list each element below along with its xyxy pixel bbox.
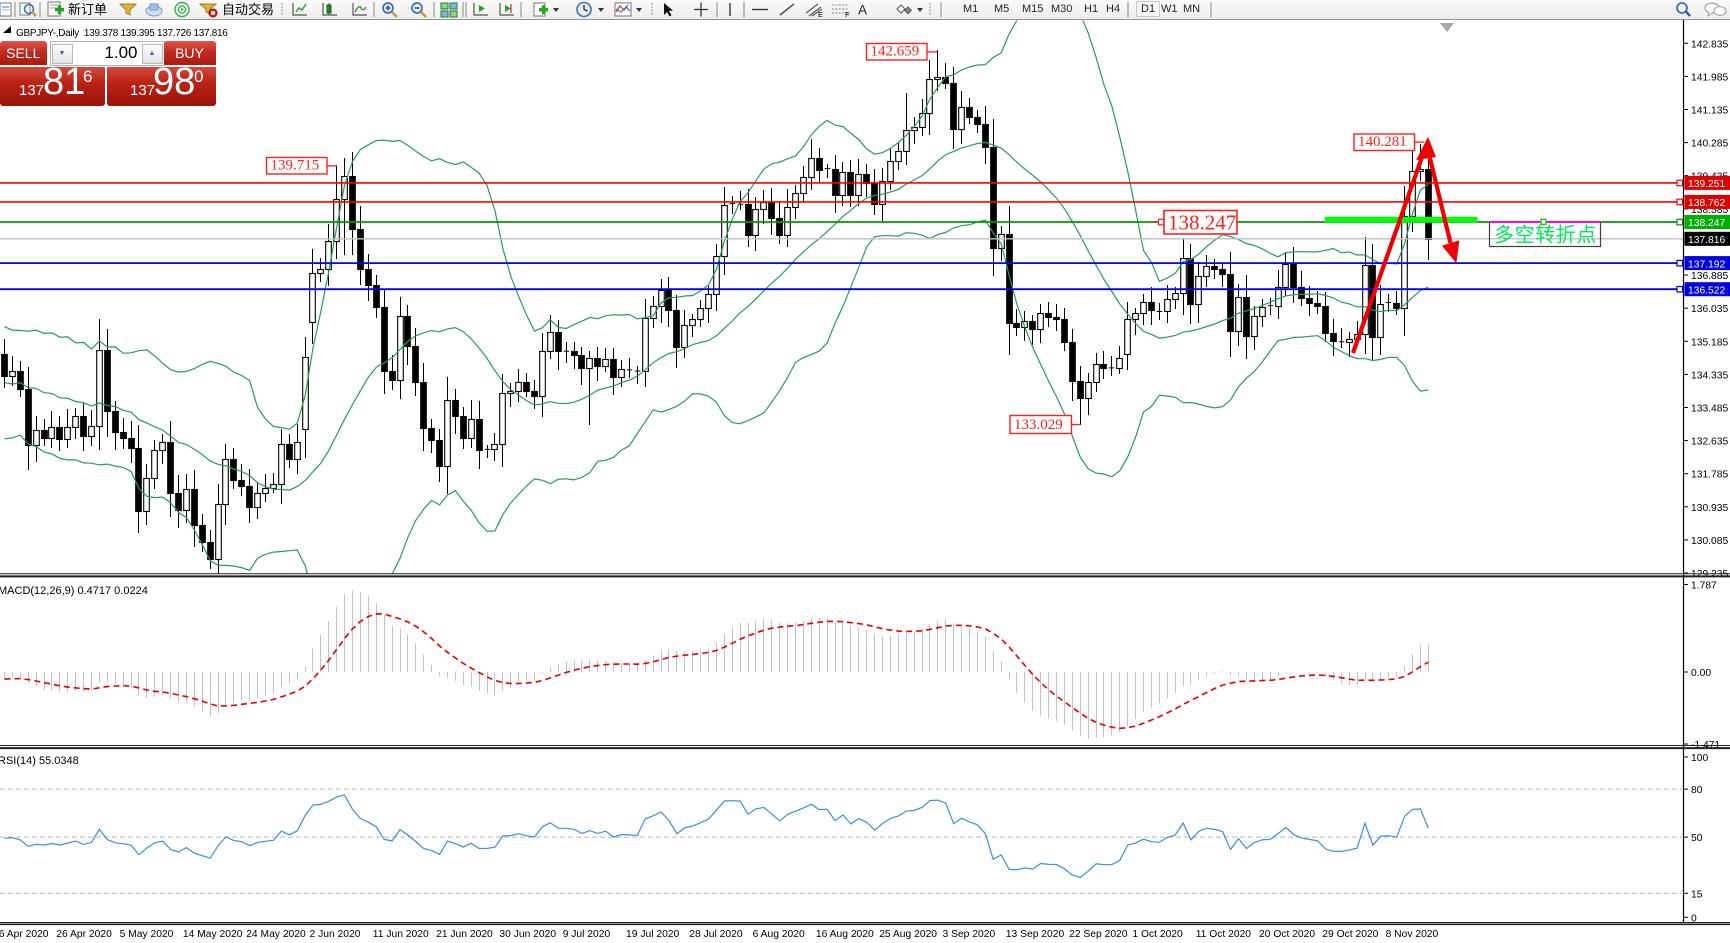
svg-text:A: A — [858, 3, 867, 18]
svg-text:130.085: 130.085 — [1691, 536, 1728, 547]
svg-text:135.185: 135.185 — [1691, 337, 1728, 348]
svg-text:22 Sep 2020: 22 Sep 2020 — [1069, 929, 1128, 940]
svg-text:132.635: 132.635 — [1691, 437, 1728, 448]
svg-text:24 May 2020: 24 May 2020 — [246, 929, 306, 940]
svg-text:142.659: 142.659 — [871, 44, 920, 60]
svg-text:141.135: 141.135 — [1691, 106, 1728, 117]
svg-text:E: E — [818, 10, 823, 19]
svg-text:137.192: 137.192 — [1688, 259, 1725, 270]
svg-text:2 Jun 2020: 2 Jun 2020 — [310, 929, 361, 940]
svg-text:140.285: 140.285 — [1691, 139, 1728, 150]
svg-text:多空转折点: 多空转折点 — [1494, 224, 1597, 247]
svg-text:11 Oct 2020: 11 Oct 2020 — [1196, 929, 1252, 940]
svg-text:F: F — [845, 10, 850, 19]
svg-text:0.00: 0.00 — [1691, 668, 1711, 679]
svg-text:16 Aug 2020: 16 Aug 2020 — [816, 929, 874, 940]
svg-text:25 Aug 2020: 25 Aug 2020 — [879, 929, 937, 940]
svg-text:1.787: 1.787 — [1691, 581, 1717, 592]
svg-text:136.885: 136.885 — [1691, 271, 1728, 282]
svg-text:16 Apr 2020: 16 Apr 2020 — [0, 929, 49, 940]
svg-text:5 May 2020: 5 May 2020 — [120, 929, 174, 940]
svg-text:28 Jul 2020: 28 Jul 2020 — [689, 929, 743, 940]
svg-text:6 Aug 2020: 6 Aug 2020 — [753, 929, 805, 940]
svg-text:137.816: 137.816 — [1688, 235, 1725, 246]
svg-text:100: 100 — [1691, 753, 1708, 764]
svg-text:3 Sep 2020: 3 Sep 2020 — [943, 929, 996, 940]
svg-text:136.035: 136.035 — [1691, 304, 1728, 315]
svg-text:21 Jun 2020: 21 Jun 2020 — [436, 929, 493, 940]
svg-text:140.281: 140.281 — [1358, 134, 1407, 150]
svg-text:138.247: 138.247 — [1688, 218, 1725, 229]
svg-text:138.247: 138.247 — [1168, 211, 1236, 235]
svg-text:30 Jun 2020: 30 Jun 2020 — [499, 929, 556, 940]
svg-text:136.522: 136.522 — [1688, 285, 1725, 296]
svg-text:11 Jun 2020: 11 Jun 2020 — [373, 929, 429, 940]
svg-text:19 Jul 2020: 19 Jul 2020 — [626, 929, 680, 940]
svg-text:142.835: 142.835 — [1691, 39, 1728, 50]
svg-text:134.335: 134.335 — [1691, 370, 1728, 381]
svg-text:新订单: 新订单 — [68, 2, 107, 17]
svg-text:-1.471: -1.471 — [1691, 740, 1720, 751]
svg-text:131.785: 131.785 — [1691, 470, 1728, 481]
svg-text:50: 50 — [1691, 833, 1703, 844]
svg-text:139.715: 139.715 — [271, 158, 320, 174]
svg-text:9 Jul 2020: 9 Jul 2020 — [563, 929, 611, 940]
svg-text:133.029: 133.029 — [1014, 417, 1063, 433]
svg-text:129.235: 129.235 — [1691, 569, 1728, 580]
svg-text:MACD(12,26,9) 0.4717 0.0224: MACD(12,26,9) 0.4717 0.0224 — [0, 585, 148, 597]
svg-text:26 Apr 2020: 26 Apr 2020 — [56, 929, 112, 940]
svg-text:0: 0 — [1691, 913, 1697, 924]
svg-text:RSI(14) 55.0348: RSI(14) 55.0348 — [0, 755, 79, 767]
svg-text:8 Nov 2020: 8 Nov 2020 — [1386, 929, 1439, 940]
svg-text:1 Oct 2020: 1 Oct 2020 — [1132, 929, 1183, 940]
svg-text:15: 15 — [1691, 889, 1703, 900]
svg-text:130.935: 130.935 — [1691, 503, 1728, 514]
svg-text:自动交易: 自动交易 — [222, 2, 274, 17]
svg-text:14 May 2020: 14 May 2020 — [183, 929, 243, 940]
svg-text:141.985: 141.985 — [1691, 72, 1728, 83]
svg-text:29 Oct 2020: 29 Oct 2020 — [1322, 929, 1378, 940]
svg-text:138.762: 138.762 — [1688, 198, 1725, 209]
svg-text:80: 80 — [1691, 785, 1703, 796]
svg-text:133.485: 133.485 — [1691, 404, 1728, 415]
svg-text:13 Sep 2020: 13 Sep 2020 — [1006, 929, 1065, 940]
svg-text:GBPJPY-,Daily 139.378 139.395: GBPJPY-,Daily 139.378 139.395 137.726 13… — [16, 28, 228, 39]
svg-text:139.251: 139.251 — [1688, 179, 1725, 190]
svg-text:138.585: 138.585 — [1691, 205, 1728, 216]
svg-text:20 Oct 2020: 20 Oct 2020 — [1259, 929, 1315, 940]
